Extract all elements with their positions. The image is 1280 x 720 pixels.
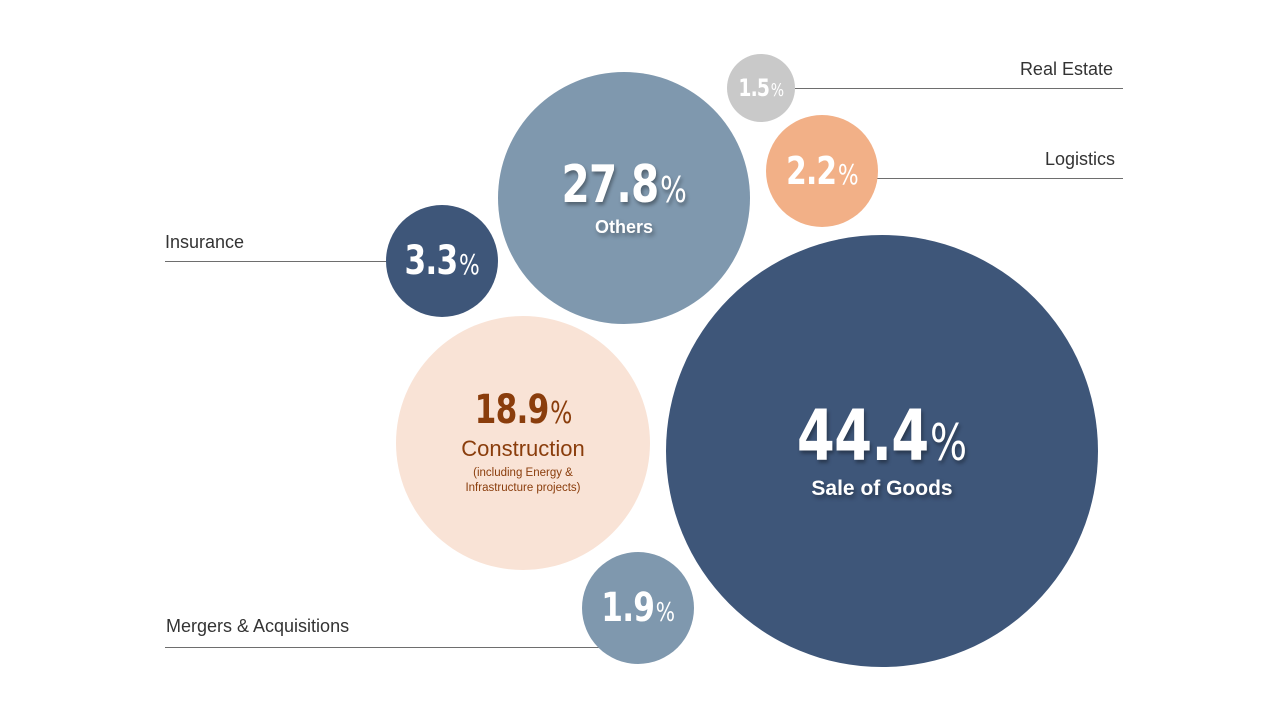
percent-sign: %	[459, 248, 480, 281]
value-label: 2.2%	[786, 152, 858, 190]
value-number: 44.4	[797, 395, 929, 477]
label-logistics: Logistics	[1044, 149, 1115, 169]
percent-sign: %	[930, 414, 967, 472]
value-number: 1.9	[601, 585, 655, 631]
value-label: 18.9%	[474, 387, 573, 433]
leader-line-real-estate	[795, 88, 1123, 89]
value-number: 18.9	[474, 387, 550, 433]
leader-line-mergers-and-acquisitions	[165, 647, 600, 648]
leader-line-insurance	[165, 261, 387, 262]
percent-sign: %	[660, 169, 687, 211]
value-number: 27.8	[561, 154, 660, 215]
bubble-insurance: 3.3%	[386, 205, 498, 317]
bubble-construction: 18.9% Construction (including Energy & Inf…	[396, 316, 650, 570]
label-real-estate: Real Estate	[1019, 59, 1113, 79]
category-label: Construction	[461, 436, 585, 461]
bubble-real-estate: 1.5%	[727, 54, 795, 122]
category-sublabel: (including Energy & Infrastructure proje…	[465, 467, 581, 494]
percent-sign: %	[837, 158, 859, 191]
percent-sign: %	[770, 80, 784, 101]
percent-sign: %	[549, 396, 572, 431]
bubble-sale-of-goods: 44.4% Sale of Goods	[666, 235, 1098, 667]
value-number: 3.3	[404, 238, 459, 284]
value-label: 1.9%	[601, 585, 675, 631]
bubble-logistics: 2.2%	[766, 115, 878, 227]
category-label: Sale of Goods	[811, 477, 953, 500]
category-label: Others	[594, 216, 654, 237]
bubble-mergers-and-acquisitions: 1.9%	[582, 552, 694, 664]
percent-sign: %	[655, 598, 675, 628]
label-insurance: Insurance	[165, 232, 245, 252]
bubble-others: 27.8% Others	[498, 72, 750, 324]
value-number: 2.2	[786, 149, 837, 193]
value-number: 1.5	[738, 74, 771, 102]
value-label: 27.8%	[561, 154, 687, 215]
value-label: 44.4%	[797, 395, 967, 477]
label-mergers-and-acquisitions: Mergers & Acquisitions	[166, 616, 350, 636]
value-label: 1.5%	[738, 74, 785, 102]
leader-line-logistics	[877, 178, 1123, 179]
value-label: 3.3%	[404, 238, 480, 284]
